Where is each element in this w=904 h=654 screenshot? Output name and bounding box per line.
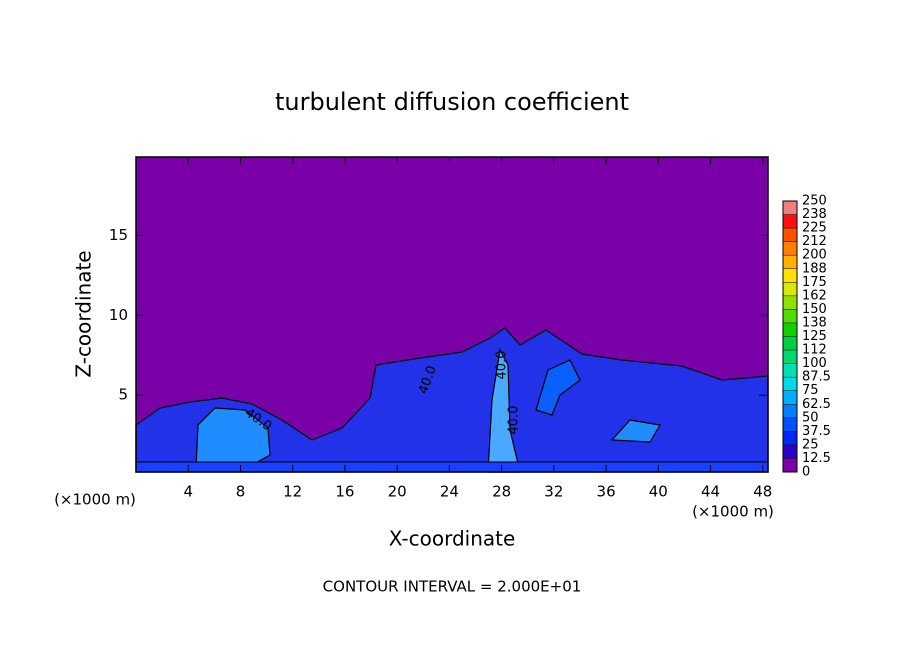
colorbar-segment	[783, 444, 797, 459]
field-region	[610, 419, 661, 443]
colorbar-label: 150	[802, 302, 827, 317]
colorbar-segment	[783, 431, 797, 445]
y-tick-label: 15	[109, 226, 128, 244]
colorbar-label: 250	[802, 194, 827, 209]
colorbar-label: 138	[802, 315, 827, 330]
colorbar-segment	[783, 377, 797, 391]
colorbar-label: 200	[802, 248, 827, 263]
colorbar-segment	[783, 268, 797, 283]
x-tick-label: 24	[440, 483, 459, 501]
colorbar-segment	[783, 417, 797, 432]
field-region	[135, 327, 769, 473]
x-unit-label: (×1000 m)	[54, 491, 136, 509]
colorbar-label: 225	[802, 221, 827, 236]
chart-title: turbulent diffusion coefficient	[275, 88, 629, 116]
y-tick-label: 10	[109, 306, 128, 324]
colorbar-label: 25	[802, 437, 819, 452]
colorbar-label: 0	[802, 465, 810, 480]
colorbar-label: 125	[802, 329, 827, 344]
colorbar-label: 238	[802, 207, 827, 222]
colorbar-label: 212	[802, 234, 827, 249]
colorbar-label: 112	[802, 343, 827, 358]
colorbar-segment	[783, 404, 797, 418]
x-tick-label: 12	[283, 483, 302, 501]
colorbar-segment	[783, 214, 797, 229]
colorbar-segment	[783, 201, 797, 215]
colorbar-label: 62.5	[802, 397, 831, 412]
colorbar-label: 100	[802, 356, 827, 371]
y-axis-label: Z-coordinate	[72, 250, 96, 377]
x-tick-label: 48	[753, 483, 772, 501]
footer-note: CONTOUR INTERVAL = 2.000E+01	[323, 578, 582, 596]
x-tick-label: 8	[236, 483, 246, 501]
field-region	[135, 461, 769, 473]
colorbar-segment	[783, 309, 797, 323]
plot-field	[135, 157, 769, 473]
field-region	[535, 359, 581, 416]
colorbar-segment	[783, 350, 797, 364]
x-tick-label: 32	[544, 483, 563, 501]
colorbar-label: 50	[802, 410, 819, 425]
colorbar-label: 188	[802, 261, 827, 276]
colorbar-segment	[783, 241, 797, 256]
colorbar-segment	[783, 336, 797, 351]
plot-frame	[135, 156, 769, 473]
colorbar-label: 75	[802, 383, 819, 398]
colorbar-segment	[783, 363, 797, 378]
colorbar-segment	[783, 282, 797, 296]
colorbar-segment	[783, 322, 797, 337]
colorbar-segment	[783, 295, 797, 310]
colorbar-segment	[783, 255, 797, 269]
colorbar-label: 12.5	[802, 451, 831, 466]
colorbar-segment	[783, 390, 797, 405]
x-axis-label: X-coordinate	[389, 527, 516, 551]
contour-label: 40.0	[507, 406, 522, 435]
colorbar-label: 162	[802, 288, 827, 303]
colorbar-label: 175	[802, 275, 827, 290]
x-tick-label: 28	[492, 483, 511, 501]
x-tick-label: 40	[649, 483, 668, 501]
x-unit-label: (×1000 m)	[692, 503, 774, 521]
x-tick-label: 16	[335, 483, 354, 501]
colorbar-segment	[783, 228, 797, 242]
colorbar-segment	[783, 458, 797, 472]
x-tick-label: 4	[183, 483, 193, 501]
colorbar-label: 87.5	[802, 370, 831, 385]
x-tick-label: 36	[597, 483, 616, 501]
y-tick-label: 5	[118, 386, 128, 404]
contour-label: 40.0	[495, 351, 510, 380]
x-tick-label: 44	[701, 483, 720, 501]
x-tick-label: 20	[388, 483, 407, 501]
colorbar-label: 37.5	[802, 424, 831, 439]
